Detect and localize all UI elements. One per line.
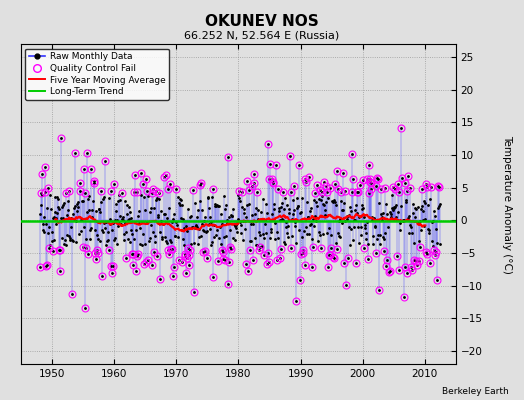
Y-axis label: Temperature Anomaly (°C): Temperature Anomaly (°C) [502,134,512,274]
Legend: Raw Monthly Data, Quality Control Fail, Five Year Moving Average, Long-Term Tren: Raw Monthly Data, Quality Control Fail, … [26,48,169,100]
Text: Berkeley Earth: Berkeley Earth [442,387,508,396]
Text: 66.252 N, 52.564 E (Russia): 66.252 N, 52.564 E (Russia) [184,30,340,40]
Text: OKUNEV NOS: OKUNEV NOS [205,14,319,29]
